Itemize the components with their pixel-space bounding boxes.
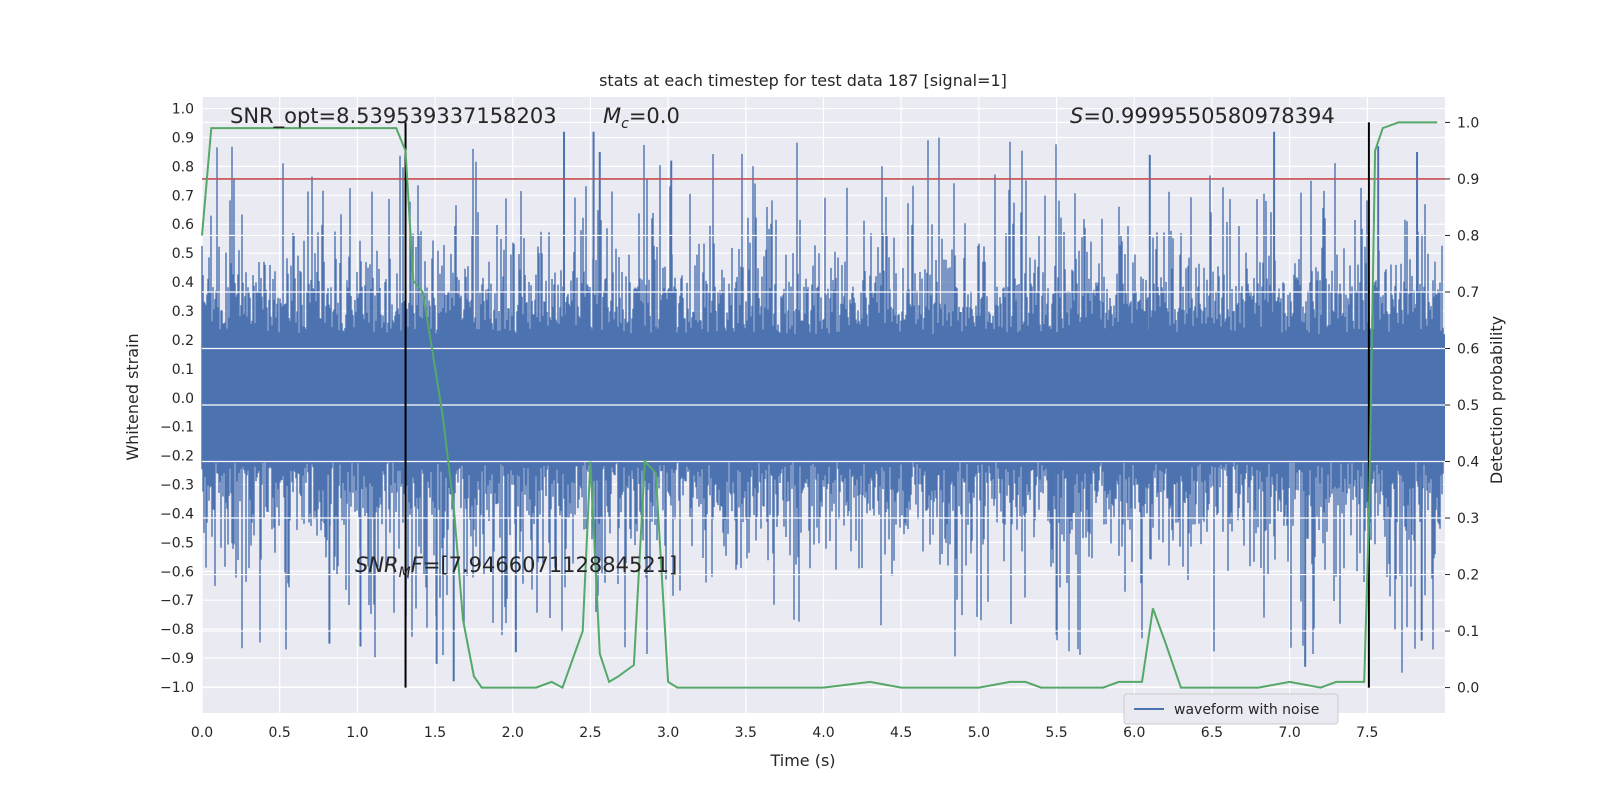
probability-line (201, 121, 1438, 690)
y-left-tick-label: 0.4 (172, 275, 194, 291)
y-right-tick-label: 0.9 (1457, 172, 1479, 188)
x-tick-label: 0.0 (191, 725, 213, 741)
waveform-series (201, 131, 1445, 682)
x-tick-label: 2.5 (579, 725, 601, 741)
y-left-tick-label: −0.1 (160, 420, 194, 436)
y-left-tick-label: −0.6 (160, 564, 194, 580)
x-tick-label: 3.0 (657, 725, 679, 741)
y-left-tick-label: 0.5 (172, 246, 194, 262)
x-tick-label: 6.5 (1201, 725, 1223, 741)
snr-opt-annotation: SNR_opt=8.539539337158203 (230, 104, 557, 129)
y-left-tick-label: −1.0 (160, 680, 194, 696)
x-axis-label: Time (s) (769, 751, 835, 770)
y-left-tick-label: 0.7 (172, 188, 194, 204)
y-left-tick-label: −0.7 (160, 593, 194, 609)
y-left-tick-label: −0.4 (160, 506, 194, 522)
y-right-tick-label: 0.5 (1457, 398, 1479, 414)
x-tick-label: 5.5 (1045, 725, 1067, 741)
y-right-tick-label: 1.0 (1457, 115, 1479, 131)
y-left-axis-ticks: 1.0 0.9 0.8 0.7 0.6 0.5 0.4 0.3 0.2 0.1 0.0 −0.1 −0.… (160, 102, 194, 696)
y-right-tick-label: 0.4 (1457, 455, 1479, 471)
legend-label-waveform: waveform with noise (1174, 702, 1319, 718)
detection-markers (404, 122, 1370, 688)
y-left-tick-label: 0.2 (172, 333, 194, 349)
x-tick-label: 1.0 (346, 725, 368, 741)
y-left-tick-label: 0.1 (172, 362, 194, 378)
x-tick-label: 7.5 (1356, 725, 1378, 741)
snr-mf-symbol2: F (411, 553, 424, 577)
x-axis-ticks: 0.0 0.5 1.0 1.5 2.0 2.5 3.0 3.5 4.0 4.5 5.0 5.5 6.0 6… (191, 725, 1379, 741)
snr-mf-annotation: SNRMF=[7.946607112884521] (355, 553, 677, 581)
s-annotation: S=0.9999550580978394 (1070, 104, 1335, 128)
s-value: =0.9999550580978394 (1083, 104, 1334, 128)
mc-symbol: M (603, 104, 621, 128)
legend-box (1123, 693, 1339, 725)
x-tick-label: 7.0 (1278, 725, 1300, 741)
mc-value: =0.0 (629, 104, 680, 128)
x-tick-label: 6.0 (1123, 725, 1145, 741)
s-symbol: S (1070, 104, 1083, 128)
y-left-tick-label: −0.5 (160, 535, 194, 551)
mc-annotation: Mc=0.0 (603, 104, 680, 132)
legend: waveform with noise (1123, 693, 1339, 725)
y-right-axis-ticks: 1.0 0.9 0.8 0.7 0.6 0.5 0.4 0.3 0.2 0.1 0.0 (1445, 115, 1479, 697)
mc-subscript: c (621, 116, 629, 132)
y-left-axis-label: Whitened strain (123, 333, 142, 460)
x-tick-label: 5.0 (968, 725, 990, 741)
snr-mf-symbol: SNR (355, 553, 399, 577)
waveform-core (202, 334, 1445, 462)
y-right-tick-label: 0.6 (1457, 341, 1479, 357)
x-tick-label: 0.5 (269, 725, 291, 741)
x-tick-label: 4.0 (812, 725, 834, 741)
y-left-tick-label: −0.2 (160, 449, 194, 465)
x-tick-label: 3.5 (735, 725, 757, 741)
x-tick-label: 1.5 (424, 725, 446, 741)
y-left-tick-label: 0.3 (172, 304, 194, 320)
y-left-tick-label: −0.3 (160, 478, 194, 494)
y-left-tick-label: 0.6 (172, 217, 194, 233)
y-left-tick-label: 0.8 (172, 159, 194, 175)
y-right-tick-label: 0.7 (1457, 285, 1479, 301)
x-tick-label: 2.0 (502, 725, 524, 741)
y-left-tick-label: 1.0 (172, 102, 194, 118)
y-left-tick-label: −0.9 (160, 651, 194, 667)
y-left-tick-label: −0.8 (160, 622, 194, 638)
snr-mf-value: =[7.946607112884521] (423, 553, 677, 577)
y-right-tick-label: 0.1 (1457, 624, 1479, 640)
snr-mf-subscript: M (399, 565, 411, 581)
y-right-tick-label: 0.3 (1457, 511, 1479, 527)
y-right-tick-label: 0.0 (1457, 681, 1479, 697)
chart-title: stats at each timestep for test data 187… (599, 71, 1007, 90)
x-tick-label: 4.5 (890, 725, 912, 741)
y-left-tick-label: 0.9 (172, 130, 194, 146)
y-right-axis-label: Detection probability (1487, 316, 1506, 484)
y-left-tick-label: 0.0 (172, 391, 194, 407)
y-right-tick-label: 0.2 (1457, 568, 1479, 584)
y-right-tick-label: 0.8 (1457, 228, 1479, 244)
